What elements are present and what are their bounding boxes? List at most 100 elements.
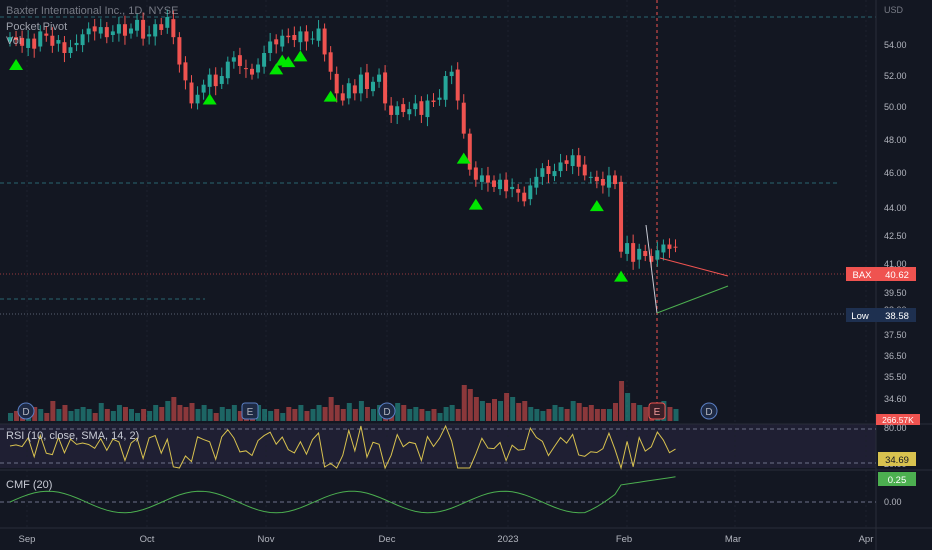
pocket-pivot-legend[interactable]: Pocket Pivot: [6, 21, 67, 33]
candle-body: [504, 179, 509, 192]
candle-body: [122, 24, 127, 36]
price-tick-label: 41.00: [884, 259, 907, 269]
pocket-pivot-triangle: [9, 59, 24, 70]
volume-bar: [576, 403, 582, 421]
volume-bars: [8, 381, 679, 421]
volume-bar: [625, 393, 631, 421]
candle-body: [576, 155, 581, 167]
pocket-pivot-triangle: [323, 90, 338, 102]
candle-body: [352, 85, 357, 94]
dividend-marker[interactable]: D: [17, 402, 35, 420]
volume-bar: [286, 407, 292, 421]
triangle-pattern-drawing[interactable]: [645, 224, 729, 314]
candle-body: [56, 40, 61, 44]
volume-bar: [516, 403, 522, 421]
volume-bar: [673, 409, 679, 421]
candle-body: [425, 100, 430, 118]
svg-text:266.57K: 266.57K: [882, 415, 914, 425]
candle-body: [594, 176, 599, 182]
volume-bar: [498, 401, 504, 421]
cmf-legend[interactable]: CMF (20): [6, 479, 52, 491]
volume-bar: [213, 413, 219, 421]
volume-bar: [588, 405, 594, 421]
candle-body: [50, 35, 55, 46]
candle-body: [371, 81, 375, 92]
volume-bar: [141, 409, 147, 421]
time-tick-label: 2023: [497, 534, 518, 545]
candle-body: [552, 171, 557, 177]
volume-bar: [171, 397, 177, 421]
volume-bar: [14, 411, 20, 421]
candle-body: [165, 17, 170, 28]
candle-body: [183, 62, 188, 81]
candle-body: [328, 52, 333, 72]
volume-bar: [637, 405, 643, 421]
svg-text:0.25: 0.25: [888, 475, 907, 486]
candle-body: [637, 248, 642, 260]
time-tick-label: Oct: [140, 534, 155, 545]
candle-body: [225, 61, 230, 79]
dividend-marker[interactable]: D: [700, 402, 718, 420]
volume-bar: [110, 411, 116, 421]
time-axis[interactable]: Sep Oct Nov Dec 2023 Feb Mar Apr: [19, 534, 874, 545]
candle-body: [582, 164, 587, 176]
volume-bar: [546, 409, 552, 421]
candle-body: [262, 53, 267, 67]
candle-body: [540, 168, 545, 177]
candle-body: [231, 57, 236, 62]
volume-bar: [129, 409, 134, 421]
svg-text:34.69: 34.69: [885, 455, 909, 466]
volume-bar: [606, 409, 612, 421]
volume-bar: [437, 413, 443, 421]
symbol-title[interactable]: Baxter International Inc., 1D, NYSE: [6, 5, 178, 17]
volume-bar: [231, 405, 237, 421]
candle-body: [407, 109, 412, 115]
candle-body: [135, 19, 140, 31]
horizontal-levels: [0, 16, 876, 315]
volume-bar: [413, 407, 419, 421]
candle-body: [455, 69, 460, 101]
volume-bar: [92, 413, 98, 421]
volume-bar: [619, 381, 625, 421]
pocket-pivot-triangle: [269, 63, 284, 75]
candle-body: [310, 38, 315, 40]
candle-body: [147, 34, 152, 37]
candle-body: [625, 243, 630, 254]
candle-body: [340, 93, 345, 101]
cmf-tick-zero: 0.00: [884, 497, 902, 507]
volume-bar: [485, 403, 491, 421]
dividend-marker[interactable]: D: [378, 402, 396, 420]
candle-body: [177, 37, 182, 65]
candle-body: [449, 71, 454, 77]
rsi-background: [0, 424, 876, 468]
candle-body: [268, 41, 273, 53]
candle-body: [546, 166, 551, 174]
volume-legend[interactable]: Vol: [6, 35, 21, 47]
candle-body: [655, 250, 660, 260]
volume-bar: [600, 409, 606, 421]
volume-bar: [104, 409, 110, 421]
candle-body: [62, 42, 67, 53]
candle-body: [419, 101, 424, 115]
rsi-legend[interactable]: RSI (10, close, SMA, 14, 2): [6, 430, 139, 442]
cmf-value-badge: 0.25: [878, 472, 916, 486]
svg-text:D: D: [705, 407, 712, 418]
earnings-marker[interactable]: E: [241, 402, 259, 420]
volume-bar: [256, 405, 262, 421]
price-tick-label: 35.50: [884, 372, 907, 382]
volume-bar: [419, 409, 425, 421]
candle-body: [431, 100, 436, 102]
candle-body: [201, 84, 206, 93]
candle-body: [171, 19, 176, 38]
cmf-line: [9, 476, 676, 514]
candle-body: [649, 256, 654, 262]
earnings-marker[interactable]: E: [648, 402, 666, 420]
candle-body: [395, 106, 400, 115]
volume-bar: [207, 409, 213, 421]
candle-body: [304, 31, 309, 42]
candle-body: [74, 42, 79, 46]
pocket-pivot-triangle: [589, 200, 604, 212]
svg-text:E: E: [654, 407, 661, 418]
candle-body: [383, 72, 388, 104]
